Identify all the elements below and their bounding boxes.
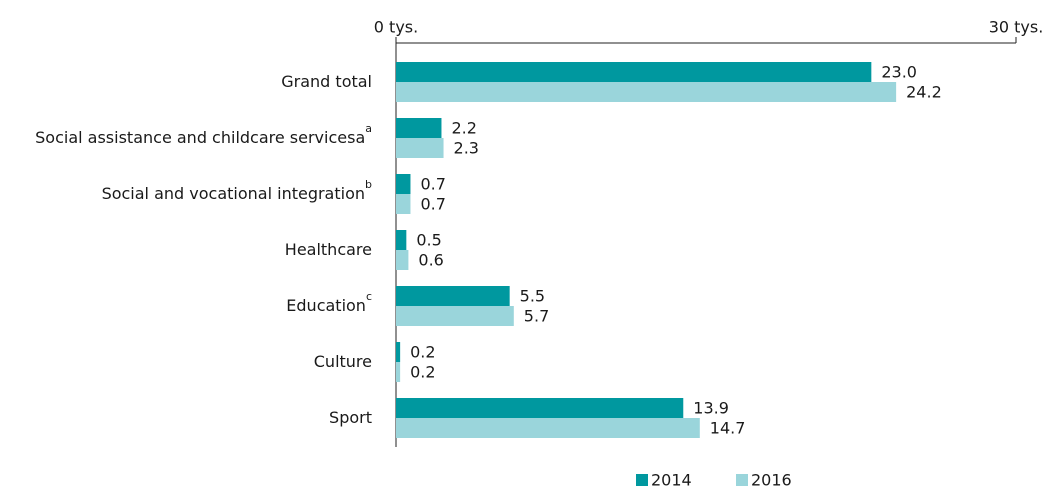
category-name: Healthcare	[285, 240, 372, 259]
bar	[396, 418, 700, 438]
category-label: Educationc	[286, 290, 372, 315]
bar	[396, 62, 872, 82]
legend-label: 2014	[651, 471, 692, 488]
bar	[396, 230, 407, 250]
value-label: 24.2	[906, 83, 942, 102]
bar	[396, 174, 411, 194]
value-label: 5.7	[524, 307, 549, 326]
value-label: 0.7	[420, 175, 445, 194]
category-name: Culture	[314, 352, 372, 371]
value-label: 0.6	[418, 251, 443, 270]
bar	[396, 138, 444, 158]
bar	[396, 398, 684, 418]
category-name: Social and vocational integration	[102, 184, 365, 203]
bar	[396, 286, 510, 306]
footnote-marker: b	[365, 178, 372, 191]
value-label: 0.2	[410, 343, 435, 362]
value-label: 14.7	[710, 419, 746, 438]
value-label: 13.9	[693, 399, 729, 418]
category-label: Sport	[329, 408, 372, 427]
category-label: Social assistance and childcare services…	[35, 122, 372, 147]
category-name: Social assistance and childcare services…	[35, 128, 365, 147]
category-name: Sport	[329, 408, 372, 427]
category-label: Grand total	[281, 72, 372, 91]
value-label: 0.5	[416, 231, 441, 250]
bar	[396, 118, 442, 138]
x-tick-label: 0 tys.	[374, 18, 418, 37]
bar	[396, 194, 411, 214]
value-label: 2.3	[454, 139, 479, 158]
legend-swatch	[636, 474, 648, 486]
bar	[396, 250, 409, 270]
category-name: Grand total	[281, 72, 372, 91]
footnote-marker: a	[365, 122, 372, 135]
bar	[396, 342, 401, 362]
x-tick-label: 30 tys.	[989, 18, 1044, 37]
bar	[396, 362, 401, 382]
value-label: 5.5	[520, 287, 545, 306]
category-name: Education	[286, 296, 366, 315]
category-label: Culture	[314, 352, 372, 371]
value-label: 0.2	[410, 363, 435, 382]
value-label: 0.7	[420, 195, 445, 214]
category-label: Social and vocational integrationb	[102, 178, 372, 203]
legend-label: 2016	[751, 471, 792, 488]
value-label: 2.2	[451, 119, 476, 138]
legend-swatch	[736, 474, 748, 486]
bar	[396, 82, 897, 102]
footnote-marker: c	[366, 290, 372, 303]
value-label: 23.0	[881, 63, 917, 82]
bar	[396, 306, 514, 326]
category-label: Healthcare	[285, 240, 372, 259]
